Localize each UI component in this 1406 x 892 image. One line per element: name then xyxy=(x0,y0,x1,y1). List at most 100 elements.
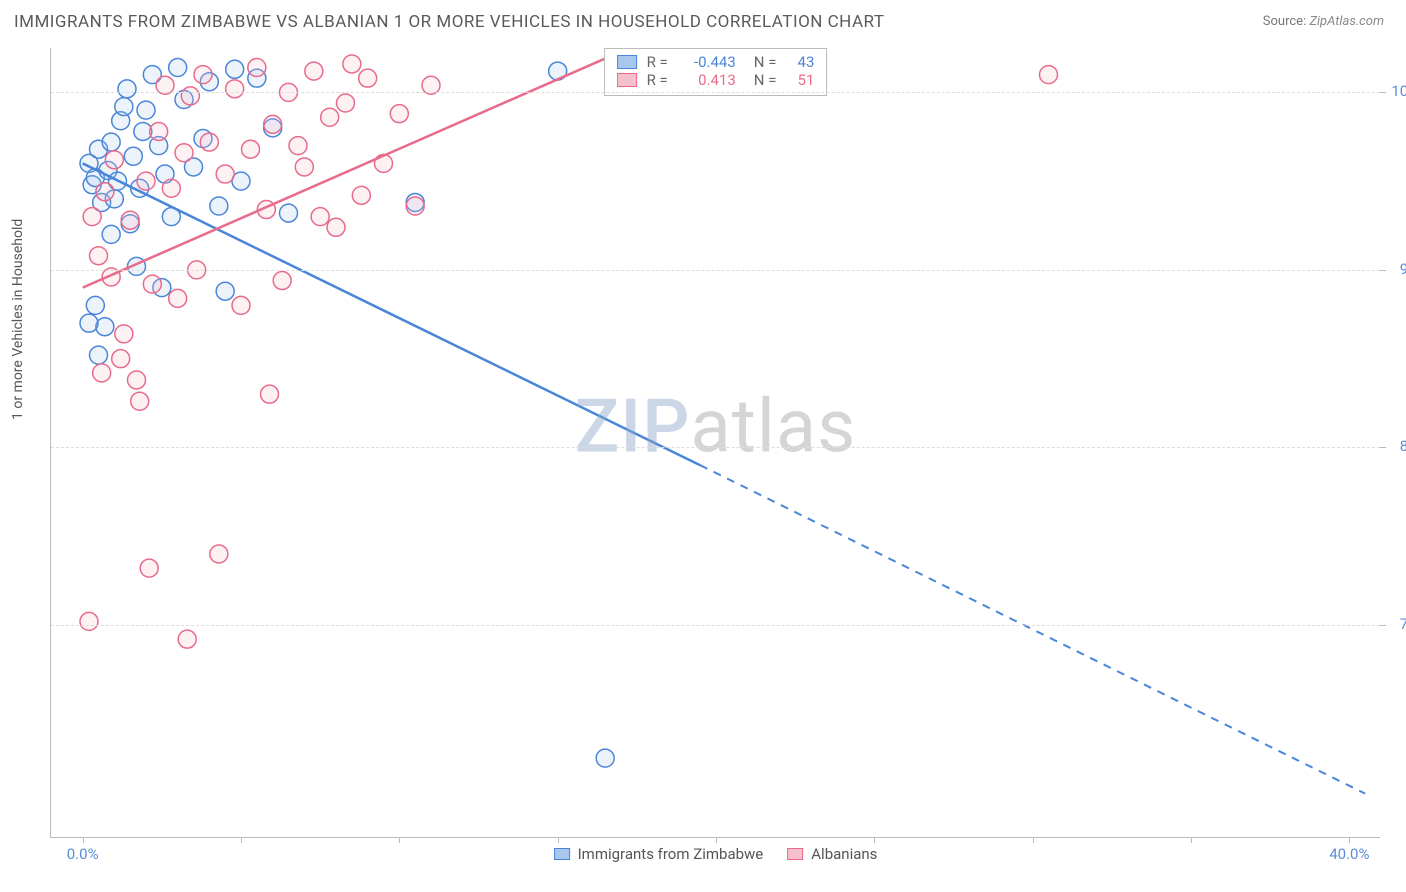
data-point xyxy=(305,62,323,80)
data-point xyxy=(343,55,361,73)
data-point xyxy=(90,346,108,364)
data-point xyxy=(150,122,168,140)
data-point xyxy=(352,186,370,204)
data-point xyxy=(93,364,111,382)
data-point xyxy=(261,385,279,403)
regression-line xyxy=(83,163,701,465)
x-tick-label: 0.0% xyxy=(67,845,99,863)
x-tick-label: 40.0% xyxy=(1329,845,1369,863)
source-label: Source: xyxy=(1263,14,1306,29)
data-point xyxy=(115,98,133,116)
n-value: 43 xyxy=(786,53,814,71)
data-point xyxy=(137,101,155,119)
data-point xyxy=(280,204,298,222)
data-point xyxy=(226,60,244,78)
legend-item: Albanians xyxy=(787,845,877,863)
legend-swatch xyxy=(617,55,637,69)
data-point xyxy=(105,151,123,169)
data-point xyxy=(96,183,114,201)
r-label: R = xyxy=(647,53,668,71)
data-point xyxy=(83,208,101,226)
data-point xyxy=(143,275,161,293)
data-point xyxy=(248,59,266,77)
x-tick xyxy=(399,837,400,843)
data-point xyxy=(210,545,228,563)
legend-swatch xyxy=(787,848,803,860)
data-point xyxy=(140,559,158,577)
x-tick xyxy=(1191,837,1192,843)
data-point xyxy=(169,289,187,307)
chart-svg xyxy=(51,48,1380,837)
x-tick xyxy=(1349,837,1350,843)
data-point xyxy=(178,630,196,648)
data-point xyxy=(1040,66,1058,84)
data-point xyxy=(169,59,187,77)
x-tick xyxy=(1033,837,1034,843)
data-point xyxy=(390,105,408,123)
data-point xyxy=(124,147,142,165)
data-point xyxy=(80,612,98,630)
legend-item: Immigrants from Zimbabwe xyxy=(554,845,764,863)
chart-title: IMMIGRANTS FROM ZIMBABWE VS ALBANIAN 1 O… xyxy=(14,12,885,32)
data-point xyxy=(112,350,130,368)
legend-row: R = 0.413 N = 51 xyxy=(617,71,815,89)
x-tick xyxy=(241,837,242,843)
n-value: 51 xyxy=(786,71,814,89)
data-point xyxy=(596,749,614,767)
data-point xyxy=(232,296,250,314)
gridline xyxy=(51,92,1380,93)
r-value: -0.443 xyxy=(678,53,736,71)
y-tick-label: 80.0% xyxy=(1400,437,1406,455)
source-value: ZipAtlas.com xyxy=(1309,14,1384,29)
y-axis-label: 1 or more Vehicles in Household xyxy=(10,219,26,420)
y-tick xyxy=(1380,92,1386,93)
y-tick-label: 100.0% xyxy=(1391,82,1406,100)
data-point xyxy=(162,179,180,197)
data-point xyxy=(327,218,345,236)
data-point xyxy=(137,172,155,190)
plot-area: ZIPatlas R =-0.443N =43R =0.413N =51 Imm… xyxy=(50,48,1380,838)
data-point xyxy=(115,325,133,343)
data-point xyxy=(273,272,291,290)
data-point xyxy=(216,282,234,300)
y-tick-label: 90.0% xyxy=(1400,260,1406,278)
legend-label: Immigrants from Zimbabwe xyxy=(578,845,764,863)
data-point xyxy=(200,133,218,151)
r-value: 0.413 xyxy=(678,71,736,89)
data-point xyxy=(175,144,193,162)
source-attribution: Source: ZipAtlas.com xyxy=(1263,14,1384,29)
data-point xyxy=(289,137,307,155)
data-point xyxy=(90,247,108,265)
data-point xyxy=(337,94,355,112)
n-label: N = xyxy=(754,71,777,89)
data-point xyxy=(359,69,377,87)
y-tick xyxy=(1380,447,1386,448)
data-point xyxy=(226,80,244,98)
data-point xyxy=(210,197,228,215)
data-point xyxy=(128,371,146,389)
y-tick-label: 70.0% xyxy=(1400,615,1406,633)
y-tick xyxy=(1380,270,1386,271)
r-label: R = xyxy=(647,71,668,89)
data-point xyxy=(118,80,136,98)
data-point xyxy=(311,208,329,226)
data-point xyxy=(121,211,139,229)
data-point xyxy=(102,133,120,151)
data-point xyxy=(96,318,114,336)
legend-swatch xyxy=(617,73,637,87)
data-point xyxy=(181,87,199,105)
data-point xyxy=(295,158,313,176)
n-label: N = xyxy=(754,53,777,71)
series-legend: Immigrants from Zimbabwe Albanians xyxy=(554,845,878,863)
y-tick xyxy=(1380,625,1386,626)
data-point xyxy=(216,165,234,183)
gridline xyxy=(51,447,1380,448)
data-point xyxy=(321,108,339,126)
x-tick xyxy=(874,837,875,843)
data-point xyxy=(131,392,149,410)
data-point xyxy=(406,197,424,215)
data-point xyxy=(86,296,104,314)
data-point xyxy=(264,115,282,133)
regression-line-extrapolated xyxy=(700,465,1365,793)
data-point xyxy=(80,314,98,332)
